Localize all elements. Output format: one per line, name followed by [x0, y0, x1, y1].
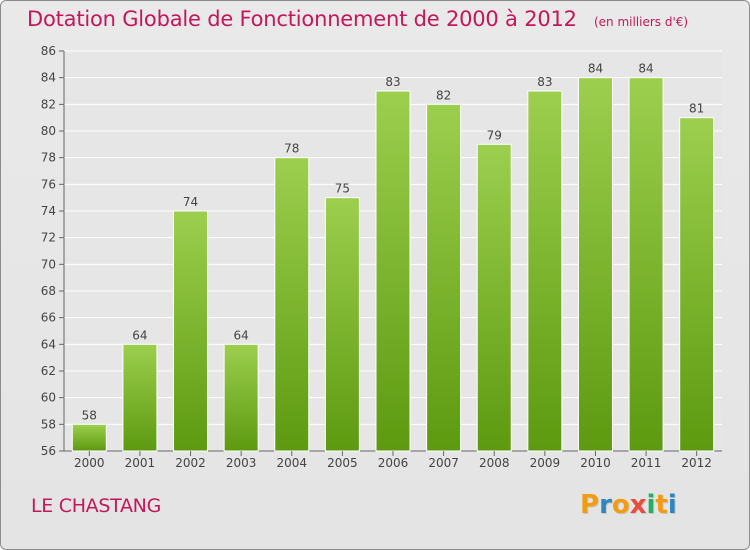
bar-value-label: 58: [82, 408, 97, 422]
x-tick-label: 2004: [276, 456, 307, 470]
y-tick-label: 80: [41, 124, 56, 138]
commune-name: LE CHASTANG: [31, 495, 162, 517]
x-tick-label: 2006: [378, 456, 409, 470]
bar-value-label: 64: [234, 328, 249, 342]
bar: [324, 197, 360, 452]
logo-letter: x: [629, 490, 647, 520]
bar-value-label: 83: [537, 75, 552, 89]
bar-value-label: 64: [132, 328, 147, 342]
x-tick-label: 2008: [479, 456, 510, 470]
bar: [375, 90, 411, 452]
x-tick-label: 2009: [530, 456, 561, 470]
logo-letter: i: [667, 490, 677, 520]
bar-value-label: 84: [638, 62, 653, 76]
y-tick-label: 66: [41, 311, 56, 325]
x-tick-label: 2011: [631, 456, 662, 470]
chart-title: Dotation Globale de Fonctionnement de 20…: [27, 7, 688, 31]
logo-letter: i: [646, 490, 656, 520]
y-tick-label: 86: [41, 44, 56, 58]
chart-title-text: Dotation Globale de Fonctionnement de 20…: [27, 7, 577, 31]
bar: [527, 90, 563, 452]
bar: [71, 423, 107, 452]
chart-unit-label: (en milliers d'€): [593, 15, 689, 29]
x-tick-label: 2010: [580, 456, 611, 470]
y-tick-label: 58: [41, 417, 56, 431]
bar-value-label: 81: [689, 102, 704, 116]
y-tick-label: 72: [41, 231, 56, 245]
bar-value-label: 82: [436, 88, 451, 102]
bar: [577, 77, 613, 452]
bar: [679, 117, 715, 452]
bar: [628, 77, 664, 452]
y-tick-label: 74: [41, 204, 56, 218]
bar: [223, 343, 259, 452]
x-tick-label: 2002: [175, 456, 206, 470]
x-tick-label: 2003: [226, 456, 257, 470]
y-tick-label: 64: [41, 337, 56, 351]
bar: [274, 157, 310, 452]
proxiti-logo: Proxiti: [580, 490, 677, 520]
bar-value-label: 75: [335, 182, 350, 196]
y-tick-label: 82: [41, 97, 56, 111]
y-tick-label: 60: [41, 391, 56, 405]
y-tick-label: 68: [41, 284, 56, 298]
x-tick-label: 2000: [74, 456, 105, 470]
bar: [476, 143, 512, 452]
bar: [122, 343, 158, 452]
bar: [426, 103, 462, 452]
bar-value-label: 74: [183, 195, 198, 209]
logo-letter: o: [611, 490, 630, 520]
y-tick-label: 76: [41, 177, 56, 191]
y-tick-label: 84: [41, 71, 56, 85]
bar-value-label: 84: [588, 62, 603, 76]
x-tick-label: 2012: [681, 456, 712, 470]
bar-value-label: 78: [284, 142, 299, 156]
logo-letter: t: [655, 490, 668, 520]
x-tick-label: 2001: [125, 456, 156, 470]
y-tick-label: 56: [41, 444, 56, 458]
logo-letter: r: [599, 490, 612, 520]
y-tick-label: 70: [41, 257, 56, 271]
bar-value-label: 83: [385, 75, 400, 89]
y-tick-label: 78: [41, 151, 56, 165]
x-tick-label: 2007: [428, 456, 459, 470]
bar: [173, 210, 209, 452]
y-tick-label: 62: [41, 364, 56, 378]
x-tick-label: 2005: [327, 456, 358, 470]
logo-letter: P: [580, 490, 600, 520]
bar-value-label: 79: [487, 128, 502, 142]
